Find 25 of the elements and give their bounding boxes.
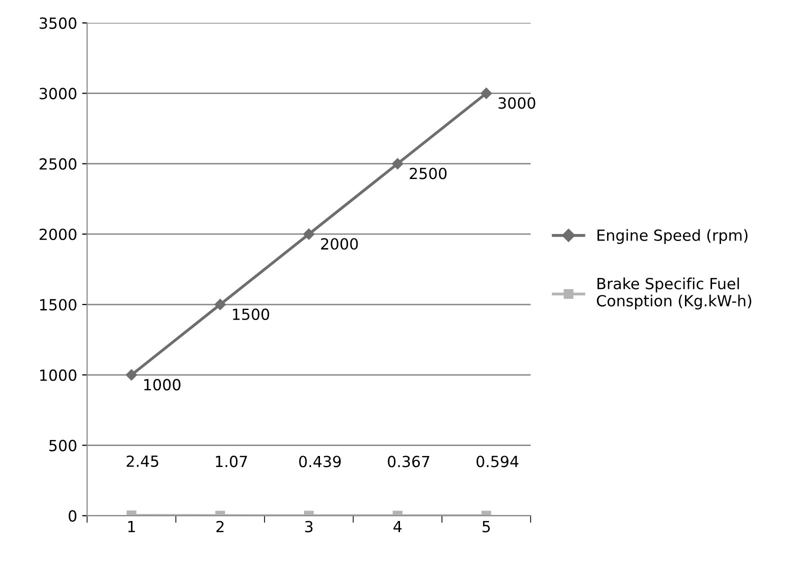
data-label: 0.594 (476, 456, 518, 468)
x-tick-label: 4 (393, 521, 402, 532)
data-label: 0.367 (388, 456, 430, 468)
legend-label: Brake Specific Fuel Consption (Kg.kW-h) (596, 278, 752, 310)
legend-label: Engine Speed (rpm) (598, 229, 748, 244)
y-tick-label: 1500 (40, 298, 76, 311)
x-tick-label: 3 (305, 520, 313, 532)
data-label: 3000 (498, 97, 536, 109)
data-label: 2500 (410, 168, 447, 180)
data-label: 0.439 (299, 456, 341, 468)
y-tick-label: 0 (68, 510, 76, 522)
data-label: 1500 (232, 308, 270, 320)
y-tick-label: 2000 (40, 228, 76, 240)
x-tick-label: 1 (128, 521, 135, 532)
y-tick-label: 1000 (40, 369, 76, 381)
data-label: 2000 (321, 238, 358, 250)
data-label: 1000 (144, 378, 180, 390)
data-label: 1.07 (216, 456, 247, 468)
y-tick-label: 500 (49, 440, 76, 452)
y-tick-label: 3500 (40, 17, 76, 29)
x-tick-label: 5 (482, 521, 490, 532)
data-label: 2.45 (126, 455, 158, 468)
x-tick-label: 2 (216, 520, 224, 532)
y-tick-label: 2500 (40, 158, 76, 170)
y-tick-label: 3000 (40, 88, 76, 100)
